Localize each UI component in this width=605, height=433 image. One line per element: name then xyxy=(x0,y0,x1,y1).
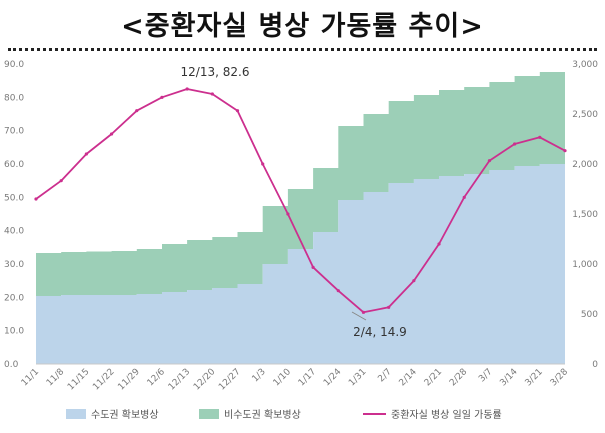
x-axis-tick: 2/14 xyxy=(398,367,420,389)
right-axis-tick: 0 xyxy=(592,360,598,370)
x-axis-tick: 3/14 xyxy=(498,367,520,389)
left-axis-tick: 90.0 xyxy=(4,60,24,70)
rate-point xyxy=(437,242,441,246)
rate-point xyxy=(286,212,290,216)
x-axis-tick: 3/21 xyxy=(524,367,545,388)
left-axis-tick: 50.0 xyxy=(4,193,24,203)
peak-annotation: 12/13, 82.6 xyxy=(181,65,250,79)
x-axis-tick: 3/7 xyxy=(477,367,494,384)
rate-point xyxy=(387,305,391,309)
right-axis-tick: 2,000 xyxy=(572,160,598,170)
legend-label-noncapital: 비수도권 확보병상 xyxy=(224,409,301,421)
rate-point xyxy=(361,310,366,314)
area-capital-beds xyxy=(36,164,565,364)
right-axis-tick: 500 xyxy=(581,310,598,320)
rate-point xyxy=(235,109,240,113)
legend: 수도권 확보병상 비수도권 확보병상 중환자실 병상 일일 가동률 xyxy=(66,409,502,421)
trough-annotation-leader xyxy=(351,311,367,321)
x-axis-tick: 1/10 xyxy=(272,367,294,389)
left-axis-tick: 40.0 xyxy=(4,227,24,237)
x-axis-tick: 11/1 xyxy=(20,367,41,388)
rate-point xyxy=(311,265,315,269)
annotation-layer: 12/13, 82.6 2/4, 14.9 xyxy=(181,65,407,339)
left-axis-tick: 30.0 xyxy=(4,260,24,270)
right-axis-tick: 1,500 xyxy=(572,210,598,220)
x-axis-tick: 1/3 xyxy=(251,367,268,384)
x-axis-tick: 11/8 xyxy=(45,367,67,389)
rate-point xyxy=(109,132,114,136)
x-axis-tick: 11/22 xyxy=(91,367,116,392)
x-axis-tick: 12/6 xyxy=(146,367,168,389)
left-axis-tick: 70.0 xyxy=(4,127,24,137)
x-axis-tick: 1/31 xyxy=(347,367,368,388)
rate-point xyxy=(563,149,567,153)
line-icu-occupancy-rate xyxy=(35,88,566,314)
left-axis-tick: 10.0 xyxy=(4,327,24,337)
x-axis-tick: 11/15 xyxy=(66,367,91,392)
chart-title: <중환자실 병상 가동률 추이> xyxy=(121,11,484,42)
rate-point xyxy=(261,162,265,166)
rate-point xyxy=(462,195,466,199)
rate-point xyxy=(34,197,38,201)
x-axis-tick: 2/7 xyxy=(376,367,393,384)
legend-label-capital: 수도권 확보병상 xyxy=(91,409,159,421)
legend-label-rate: 중환자실 병상 일일 가동률 xyxy=(391,409,502,421)
right-axis-tick: 1,000 xyxy=(572,260,598,270)
rate-point xyxy=(210,92,214,96)
rate-point xyxy=(59,179,63,183)
rate-point xyxy=(336,289,340,293)
left-axis-tick: 60.0 xyxy=(4,160,24,170)
x-axis-tick: 1/24 xyxy=(322,367,344,389)
left-axis-tick: 20.0 xyxy=(4,293,24,303)
x-axis-tick: 12/20 xyxy=(192,367,218,393)
legend-swatch-noncapital xyxy=(199,409,219,419)
line-layer xyxy=(34,87,567,314)
rate-point xyxy=(412,279,416,283)
left-axis-tick: 80.0 xyxy=(4,93,24,103)
left-axis-tick: 0.0 xyxy=(4,360,19,370)
x-axis-tick: 3/28 xyxy=(549,367,571,389)
title-divider xyxy=(8,48,597,51)
area-layer xyxy=(36,72,565,364)
x-axis-tick: 11/29 xyxy=(116,367,142,393)
x-axis-tick: 2/21 xyxy=(423,367,444,388)
x-axis-tick: 12/27 xyxy=(217,367,242,392)
area-noncapital-beds xyxy=(36,72,565,296)
rate-point xyxy=(135,109,139,113)
x-axis-tick: 12/13 xyxy=(167,367,192,392)
rate-point xyxy=(487,159,492,163)
x-axis-tick: 1/17 xyxy=(297,367,318,388)
rate-point xyxy=(538,135,542,139)
rate-point xyxy=(513,142,517,146)
x-axis-tick: 2/28 xyxy=(448,367,470,389)
legend-swatch-capital xyxy=(66,409,86,419)
right-axis-tick: 3,000 xyxy=(572,60,598,70)
trough-annotation: 2/4, 14.9 xyxy=(353,325,407,339)
rate-point xyxy=(185,87,189,91)
rate-point xyxy=(84,152,88,156)
right-axis-tick: 2,500 xyxy=(572,110,598,120)
rate-point xyxy=(160,95,164,99)
